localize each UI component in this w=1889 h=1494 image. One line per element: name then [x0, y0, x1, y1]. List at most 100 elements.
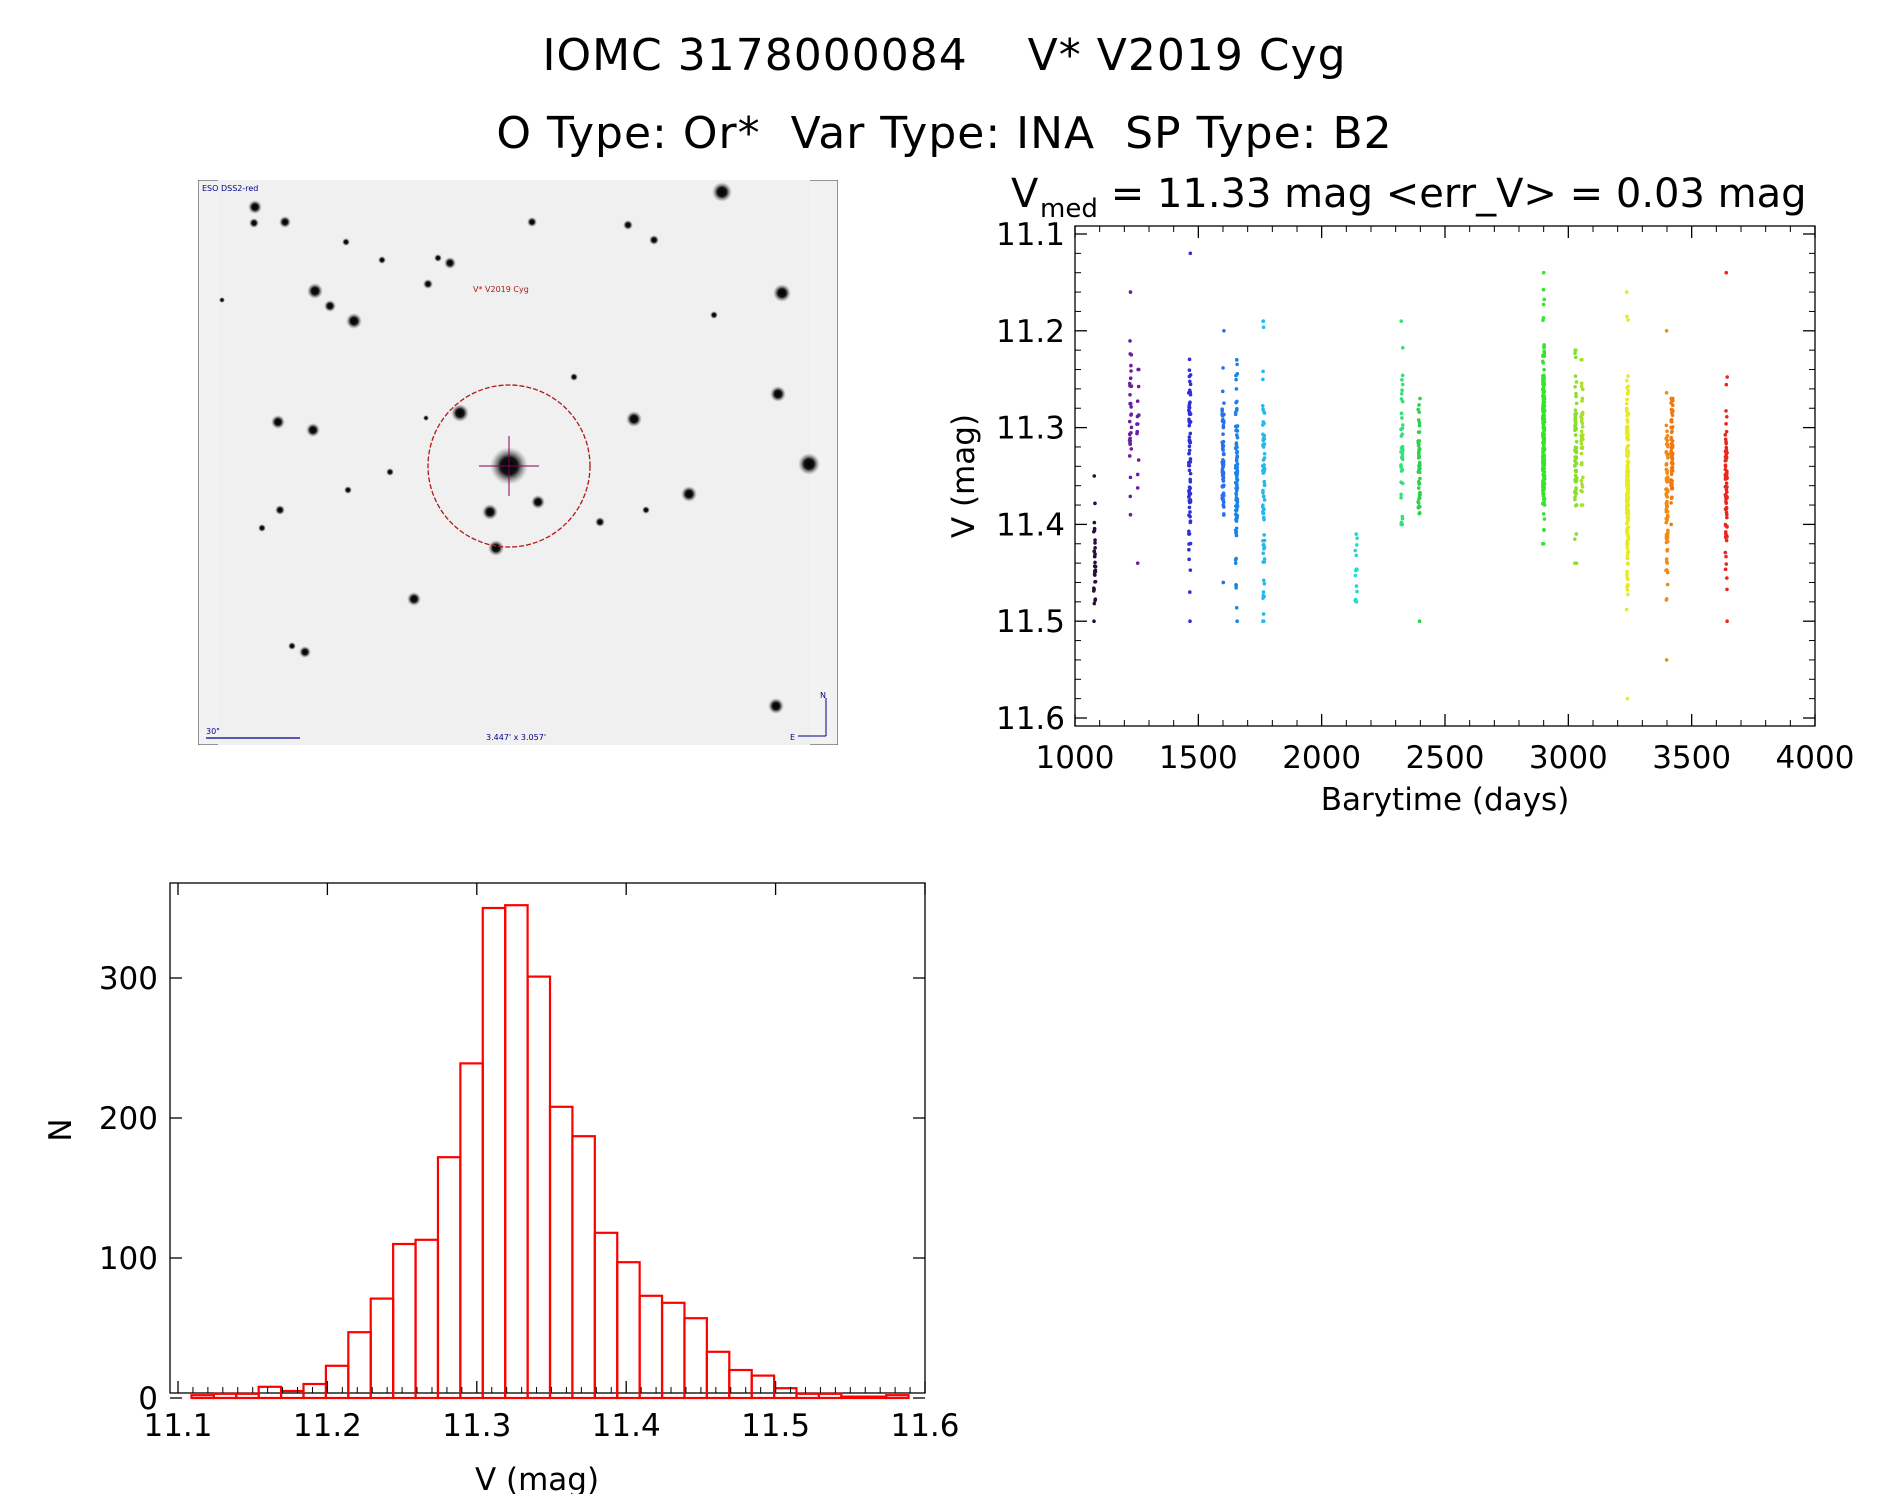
lightcurve-point: [1541, 382, 1546, 387]
lightcurve-point: [1626, 474, 1630, 479]
lightcurve-point: [1262, 479, 1267, 484]
lightcurve-point: [1580, 396, 1585, 401]
lightcurve-point: [1092, 474, 1097, 478]
lightcurve-point: [1664, 504, 1669, 508]
lightcurve-point: [1573, 422, 1578, 427]
lightcurve-point: [1129, 430, 1133, 435]
lightcurve-point: [1261, 432, 1265, 437]
lightcurve-point: [1220, 485, 1225, 489]
lightcurve-point: [1220, 493, 1225, 498]
lightcurve-point: [1625, 378, 1629, 383]
lightcurve-point: [1541, 425, 1546, 429]
histogram-bar: [459, 1062, 484, 1400]
lightcurve-point: [1417, 447, 1422, 452]
lightcurve-point: [1261, 619, 1266, 623]
lightcurve-point: [1187, 495, 1191, 499]
lightcurve-point: [1625, 501, 1630, 506]
lightcurve-point: [1261, 442, 1266, 447]
lightcurve-point: [1417, 447, 1422, 451]
field-star: [423, 415, 429, 421]
lightcurve-point: [1625, 494, 1630, 499]
lightcurve-point: [1625, 471, 1630, 476]
lightcurve-point: [1626, 502, 1631, 507]
lightcurve-xtick-label: 4000: [1776, 740, 1855, 776]
lightcurve-point: [1400, 399, 1405, 404]
lightcurve-point: [1093, 580, 1097, 584]
lightcurve-point: [1670, 461, 1675, 466]
lightcurve-point: [1188, 392, 1193, 397]
lightcurve-point: [1128, 442, 1133, 446]
lightcurve-point: [1129, 412, 1134, 417]
lightcurve-point: [1665, 453, 1670, 457]
lightcurve-point: [1573, 468, 1578, 473]
lightcurve-point: [1221, 452, 1226, 457]
lightcurve-point: [1400, 516, 1405, 521]
lightcurve-point: [1669, 396, 1674, 401]
lightcurve-point: [1626, 318, 1630, 322]
lightcurve-point: [1221, 432, 1225, 436]
lightcurve-point: [1542, 377, 1546, 382]
lightcurve-point: [1542, 429, 1546, 433]
lightcurve-point: [1188, 440, 1193, 445]
lightcurve-point: [1187, 500, 1192, 505]
lightcurve-point: [1625, 452, 1630, 456]
lightcurve-point: [1574, 401, 1579, 406]
lightcurve-point: [1625, 543, 1629, 548]
lightcurve-point: [1400, 448, 1405, 453]
lightcurve-point: [1625, 449, 1630, 453]
lightcurve-point: [1399, 465, 1403, 469]
lightcurve-point: [1625, 546, 1630, 550]
lightcurve-point: [1579, 442, 1584, 446]
lightcurve-ytick-label: 11.6: [996, 701, 1065, 737]
lightcurve-point: [1624, 500, 1629, 504]
lightcurve-point: [1664, 478, 1669, 482]
lightcurve-point: [1235, 504, 1240, 508]
lightcurve-point: [1541, 404, 1545, 409]
lightcurve-point: [1626, 561, 1630, 566]
lightcurve-point: [1221, 459, 1226, 464]
lightcurve-point: [1262, 581, 1267, 586]
lightcurve-point: [1625, 435, 1630, 440]
scale-label: 30": [206, 727, 220, 736]
lightcurve-point: [1725, 515, 1729, 520]
lightcurve-point: [1542, 475, 1546, 479]
lightcurve-point: [1261, 538, 1265, 543]
lightcurve-point: [1188, 590, 1192, 594]
lightcurve-point: [1626, 550, 1631, 554]
lightcurve-point: [1093, 568, 1098, 572]
lightcurve-point: [1400, 451, 1405, 456]
lightcurve-point: [1625, 424, 1630, 428]
lightcurve-point: [1188, 373, 1193, 377]
lightcurve-point: [1233, 465, 1238, 469]
lightcurve-point: [1262, 543, 1266, 547]
lightcurve-point: [1261, 369, 1265, 374]
lightcurve-point: [1541, 463, 1545, 468]
lightcurve-point: [1573, 463, 1577, 467]
lightcurve-xtick-label: 3000: [1529, 740, 1608, 776]
lightcurve-point: [1093, 569, 1098, 574]
lightcurve-point: [1669, 435, 1674, 440]
lightcurve-point: [1400, 444, 1405, 449]
lightcurve-point: [1354, 567, 1359, 572]
lightcurve-point: [1092, 572, 1097, 577]
lightcurve-point: [1625, 555, 1629, 560]
lightcurve-point: [1188, 457, 1193, 461]
lightcurve-point: [1626, 498, 1630, 503]
lightcurve-point: [1625, 529, 1630, 533]
lightcurve-point: [1573, 459, 1577, 463]
compass-n-label: N: [820, 691, 826, 700]
lightcurve-point: [1625, 482, 1630, 487]
lightcurve-point: [1574, 503, 1579, 507]
lightcurve-point: [1188, 519, 1193, 523]
lightcurve-point: [1624, 511, 1629, 516]
lightcurve-point: [1724, 505, 1729, 510]
lightcurve-point: [1235, 462, 1240, 466]
lightcurve-point: [1670, 456, 1675, 460]
lightcurve-point: [1261, 596, 1265, 600]
lightcurve-point: [1233, 466, 1238, 470]
lightcurve-point: [1625, 480, 1630, 485]
lightcurve-point: [1235, 450, 1239, 455]
lightcurve-point: [1417, 460, 1422, 465]
lightcurve-point: [1542, 485, 1547, 490]
lightcurve-frame: [1074, 225, 1816, 727]
